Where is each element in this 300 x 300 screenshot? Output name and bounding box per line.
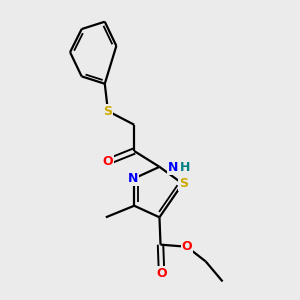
Text: S: S	[179, 177, 188, 190]
Text: S: S	[103, 105, 112, 118]
Text: O: O	[182, 240, 192, 253]
Text: O: O	[103, 155, 113, 168]
Text: H: H	[180, 161, 190, 174]
Text: N: N	[168, 161, 178, 174]
Text: N: N	[128, 172, 138, 185]
Text: O: O	[156, 266, 167, 280]
